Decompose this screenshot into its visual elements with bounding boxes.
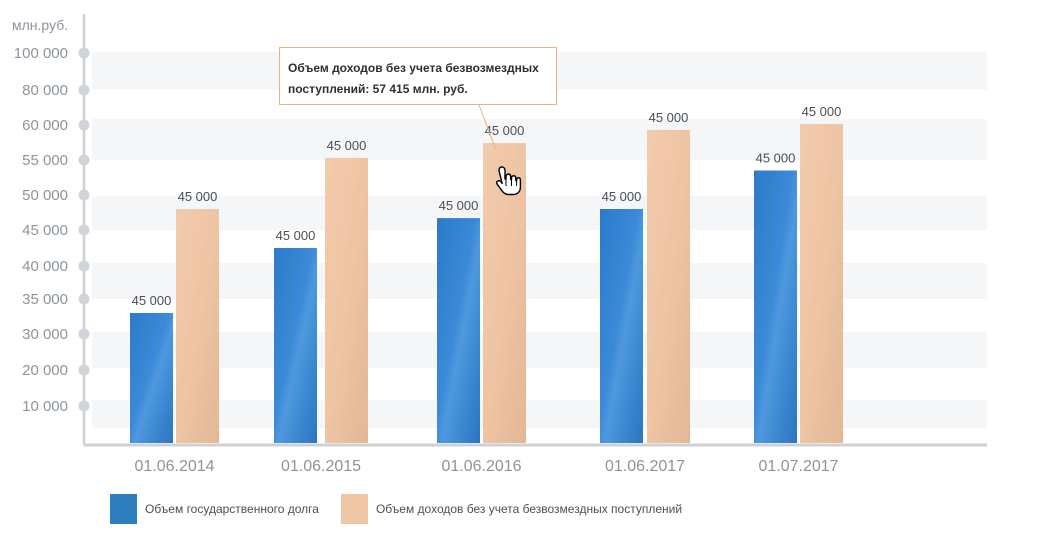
y-tick-label: 60 000 <box>22 117 68 134</box>
y-tick-label: 30 000 <box>22 326 68 343</box>
bar-debt[interactable] <box>600 209 643 443</box>
data-labels: 45 000 45 000 45 000 45 000 45 000 45 000 45 0… <box>132 104 842 308</box>
data-label: 45 000 <box>756 151 796 166</box>
bars <box>130 123 843 444</box>
y-tick-dot <box>78 84 90 96</box>
data-label: 45 000 <box>132 293 172 308</box>
data-label: 45 000 <box>649 110 689 125</box>
y-tick-label: 35 000 <box>22 291 68 308</box>
grid-band <box>92 332 987 368</box>
bar-debt[interactable] <box>130 313 173 443</box>
y-tick-label: 10 000 <box>22 398 68 415</box>
grid-band <box>92 119 987 160</box>
legend-label-revenue: Объем доходов без учета безвозмездных по… <box>375 502 683 516</box>
y-tick-labels: 10 000 20 000 30 000 35 000 40 000 45 000 50 0… <box>14 45 90 415</box>
hand-pointer-icon <box>496 166 522 196</box>
bar-revenue[interactable] <box>647 129 690 443</box>
tooltip: Объем доходов без учета безвозмездных по… <box>279 47 557 105</box>
bar-debt[interactable] <box>754 170 797 444</box>
category-label: 01.06.2014 <box>134 458 214 475</box>
legend-label-debt: Объем государственного долга <box>145 502 319 516</box>
legend: Объем государственного долга Объем доход… <box>110 494 704 524</box>
y-tick-label: 55 000 <box>22 152 68 169</box>
y-tick-label: 40 000 <box>22 258 68 275</box>
legend-item-revenue[interactable]: Объем доходов без учета безвозмездных по… <box>340 494 683 524</box>
y-tick-dot <box>78 224 90 236</box>
tooltip-text: Объем доходов без учета безвозмездных по… <box>288 61 539 96</box>
y-unit-label: млн.руб. <box>12 17 68 33</box>
data-label: 45 000 <box>802 104 842 119</box>
grid-band <box>92 196 987 230</box>
data-label: 45 000 <box>439 198 479 213</box>
bar-revenue[interactable] <box>800 123 843 443</box>
category-labels: 01.06.2014 01.06.2015 01.06.2016 01.06.2017… <box>134 458 838 475</box>
data-label: 45 000 <box>276 228 316 243</box>
y-tick-dot <box>78 328 90 340</box>
bar-chart: 10 000 20 000 30 000 35 000 40 000 45 000 50 0… <box>12 14 987 475</box>
grid-bands <box>92 52 987 428</box>
y-tick-dot <box>78 189 90 201</box>
y-tick-dot <box>78 293 90 305</box>
legend-swatch-revenue <box>340 494 368 524</box>
y-tick-dot <box>78 154 90 166</box>
data-label: 45 000 <box>602 189 642 204</box>
data-label: 45 000 <box>327 138 367 153</box>
data-label: 45 000 <box>178 189 218 204</box>
grid-band <box>92 400 987 428</box>
category-label: 01.07.2017 <box>758 458 838 475</box>
y-tick-dot <box>78 119 90 131</box>
category-label: 01.06.2017 <box>605 458 685 475</box>
y-tick-label: 80 000 <box>22 82 68 99</box>
bar-debt[interactable] <box>437 218 480 443</box>
tooltip-pointer <box>478 104 497 151</box>
bar-debt[interactable] <box>274 248 317 443</box>
y-tick-label: 45 000 <box>22 222 68 239</box>
y-tick-dot <box>78 364 90 376</box>
y-tick-dot <box>78 47 90 59</box>
y-tick-dot <box>78 400 90 412</box>
legend-swatch-debt <box>110 494 137 524</box>
bar-revenue[interactable] <box>176 209 219 443</box>
bar-revenue[interactable] <box>325 157 368 443</box>
category-label: 01.06.2016 <box>441 458 521 475</box>
grid-band <box>92 263 987 299</box>
y-tick-label: 100 000 <box>14 45 68 62</box>
data-label: 45 000 <box>485 123 525 138</box>
y-tick-dot <box>78 260 90 272</box>
legend-item-debt[interactable]: Объем государственного долга <box>110 494 319 524</box>
category-label: 01.06.2015 <box>281 458 361 475</box>
y-tick-label: 20 000 <box>22 362 68 379</box>
y-tick-label: 50 000 <box>22 187 68 204</box>
